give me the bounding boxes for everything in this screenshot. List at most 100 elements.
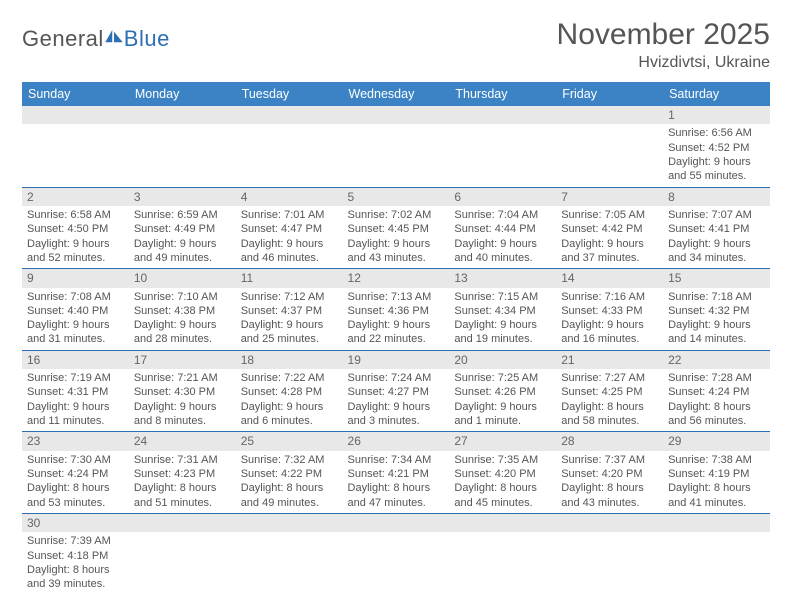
day-number: 24 (129, 432, 236, 450)
calendar-cell (449, 513, 556, 594)
calendar-cell: 9Sunrise: 7:08 AMSunset: 4:40 PMDaylight… (22, 269, 129, 351)
calendar-cell: 18Sunrise: 7:22 AMSunset: 4:28 PMDayligh… (236, 350, 343, 432)
calendar-cell: 7Sunrise: 7:05 AMSunset: 4:42 PMDaylight… (556, 187, 663, 269)
calendar-week-row: 23Sunrise: 7:30 AMSunset: 4:24 PMDayligh… (22, 432, 770, 514)
calendar-cell: 27Sunrise: 7:35 AMSunset: 4:20 PMDayligh… (449, 432, 556, 514)
calendar-week-row: 30Sunrise: 7:39 AMSunset: 4:18 PMDayligh… (22, 513, 770, 594)
calendar-week-row: 9Sunrise: 7:08 AMSunset: 4:40 PMDaylight… (22, 269, 770, 351)
weekday-header: Sunday (22, 82, 129, 106)
day-details: Sunrise: 7:37 AMSunset: 4:20 PMDaylight:… (556, 451, 663, 513)
calendar-cell: 13Sunrise: 7:15 AMSunset: 4:34 PMDayligh… (449, 269, 556, 351)
day-details: Sunrise: 7:39 AMSunset: 4:18 PMDaylight:… (22, 532, 129, 594)
calendar-cell: 24Sunrise: 7:31 AMSunset: 4:23 PMDayligh… (129, 432, 236, 514)
day-details: Sunrise: 7:21 AMSunset: 4:30 PMDaylight:… (129, 369, 236, 431)
weekday-header: Tuesday (236, 82, 343, 106)
day-number: 8 (663, 188, 770, 206)
logo-word2: Blue (124, 26, 170, 52)
calendar-cell: 2Sunrise: 6:58 AMSunset: 4:50 PMDaylight… (22, 187, 129, 269)
day-details: Sunrise: 7:08 AMSunset: 4:40 PMDaylight:… (22, 288, 129, 350)
calendar-cell: 10Sunrise: 7:10 AMSunset: 4:38 PMDayligh… (129, 269, 236, 351)
day-details: Sunrise: 6:56 AMSunset: 4:52 PMDaylight:… (663, 124, 770, 186)
day-number: 12 (343, 269, 450, 287)
day-number: 26 (343, 432, 450, 450)
calendar-week-row: 2Sunrise: 6:58 AMSunset: 4:50 PMDaylight… (22, 187, 770, 269)
day-number: 6 (449, 188, 556, 206)
day-number: 18 (236, 351, 343, 369)
calendar-cell: 29Sunrise: 7:38 AMSunset: 4:19 PMDayligh… (663, 432, 770, 514)
day-number: 10 (129, 269, 236, 287)
day-details: Sunrise: 7:27 AMSunset: 4:25 PMDaylight:… (556, 369, 663, 431)
calendar-cell: 4Sunrise: 7:01 AMSunset: 4:47 PMDaylight… (236, 187, 343, 269)
calendar-cell: 22Sunrise: 7:28 AMSunset: 4:24 PMDayligh… (663, 350, 770, 432)
day-number: 19 (343, 351, 450, 369)
calendar-cell: 8Sunrise: 7:07 AMSunset: 4:41 PMDaylight… (663, 187, 770, 269)
title-block: November 2025 Hvizdivtsi, Ukraine (557, 18, 770, 72)
day-details: Sunrise: 7:30 AMSunset: 4:24 PMDaylight:… (22, 451, 129, 513)
calendar-cell: 20Sunrise: 7:25 AMSunset: 4:26 PMDayligh… (449, 350, 556, 432)
calendar-cell: 19Sunrise: 7:24 AMSunset: 4:27 PMDayligh… (343, 350, 450, 432)
day-number: 9 (22, 269, 129, 287)
calendar-cell: 30Sunrise: 7:39 AMSunset: 4:18 PMDayligh… (22, 513, 129, 594)
day-details: Sunrise: 7:35 AMSunset: 4:20 PMDaylight:… (449, 451, 556, 513)
day-details: Sunrise: 7:02 AMSunset: 4:45 PMDaylight:… (343, 206, 450, 268)
calendar-cell: 15Sunrise: 7:18 AMSunset: 4:32 PMDayligh… (663, 269, 770, 351)
day-details: Sunrise: 7:16 AMSunset: 4:33 PMDaylight:… (556, 288, 663, 350)
month-title: November 2025 (557, 18, 770, 52)
calendar-cell: 3Sunrise: 6:59 AMSunset: 4:49 PMDaylight… (129, 187, 236, 269)
calendar-cell: 5Sunrise: 7:02 AMSunset: 4:45 PMDaylight… (343, 187, 450, 269)
day-number: 21 (556, 351, 663, 369)
day-details: Sunrise: 7:31 AMSunset: 4:23 PMDaylight:… (129, 451, 236, 513)
calendar-cell: 1Sunrise: 6:56 AMSunset: 4:52 PMDaylight… (663, 106, 770, 187)
calendar-cell (22, 106, 129, 187)
day-details: Sunrise: 7:25 AMSunset: 4:26 PMDaylight:… (449, 369, 556, 431)
day-number: 29 (663, 432, 770, 450)
calendar-cell: 11Sunrise: 7:12 AMSunset: 4:37 PMDayligh… (236, 269, 343, 351)
day-number: 22 (663, 351, 770, 369)
day-details: Sunrise: 7:38 AMSunset: 4:19 PMDaylight:… (663, 451, 770, 513)
day-number: 25 (236, 432, 343, 450)
weekday-header-row: SundayMondayTuesdayWednesdayThursdayFrid… (22, 82, 770, 106)
weekday-header: Wednesday (343, 82, 450, 106)
weekday-header: Monday (129, 82, 236, 106)
weekday-header: Friday (556, 82, 663, 106)
day-details: Sunrise: 7:34 AMSunset: 4:21 PMDaylight:… (343, 451, 450, 513)
day-details: Sunrise: 7:01 AMSunset: 4:47 PMDaylight:… (236, 206, 343, 268)
weekday-header: Thursday (449, 82, 556, 106)
calendar-week-row: 1Sunrise: 6:56 AMSunset: 4:52 PMDaylight… (22, 106, 770, 187)
day-number: 28 (556, 432, 663, 450)
day-number: 30 (22, 514, 129, 532)
calendar-table: SundayMondayTuesdayWednesdayThursdayFrid… (22, 82, 770, 594)
calendar-cell: 23Sunrise: 7:30 AMSunset: 4:24 PMDayligh… (22, 432, 129, 514)
calendar-cell: 26Sunrise: 7:34 AMSunset: 4:21 PMDayligh… (343, 432, 450, 514)
calendar-cell: 21Sunrise: 7:27 AMSunset: 4:25 PMDayligh… (556, 350, 663, 432)
day-details: Sunrise: 7:28 AMSunset: 4:24 PMDaylight:… (663, 369, 770, 431)
calendar-cell: 28Sunrise: 7:37 AMSunset: 4:20 PMDayligh… (556, 432, 663, 514)
day-number: 17 (129, 351, 236, 369)
day-number: 11 (236, 269, 343, 287)
day-number: 5 (343, 188, 450, 206)
day-details: Sunrise: 6:59 AMSunset: 4:49 PMDaylight:… (129, 206, 236, 268)
day-details: Sunrise: 6:58 AMSunset: 4:50 PMDaylight:… (22, 206, 129, 268)
weekday-header: Saturday (663, 82, 770, 106)
day-details: Sunrise: 7:19 AMSunset: 4:31 PMDaylight:… (22, 369, 129, 431)
calendar-cell: 12Sunrise: 7:13 AMSunset: 4:36 PMDayligh… (343, 269, 450, 351)
calendar-cell (236, 106, 343, 187)
day-number: 16 (22, 351, 129, 369)
calendar-cell: 16Sunrise: 7:19 AMSunset: 4:31 PMDayligh… (22, 350, 129, 432)
day-number: 4 (236, 188, 343, 206)
day-details: Sunrise: 7:22 AMSunset: 4:28 PMDaylight:… (236, 369, 343, 431)
header: General Blue November 2025 Hvizdivtsi, U… (22, 18, 770, 72)
day-details: Sunrise: 7:10 AMSunset: 4:38 PMDaylight:… (129, 288, 236, 350)
day-number: 1 (663, 106, 770, 124)
calendar-cell: 25Sunrise: 7:32 AMSunset: 4:22 PMDayligh… (236, 432, 343, 514)
calendar-cell (343, 106, 450, 187)
day-number: 15 (663, 269, 770, 287)
sail-icon (105, 30, 123, 44)
day-details: Sunrise: 7:07 AMSunset: 4:41 PMDaylight:… (663, 206, 770, 268)
day-details: Sunrise: 7:24 AMSunset: 4:27 PMDaylight:… (343, 369, 450, 431)
day-number: 7 (556, 188, 663, 206)
calendar-cell (663, 513, 770, 594)
day-number: 2 (22, 188, 129, 206)
calendar-cell: 6Sunrise: 7:04 AMSunset: 4:44 PMDaylight… (449, 187, 556, 269)
day-details: Sunrise: 7:12 AMSunset: 4:37 PMDaylight:… (236, 288, 343, 350)
